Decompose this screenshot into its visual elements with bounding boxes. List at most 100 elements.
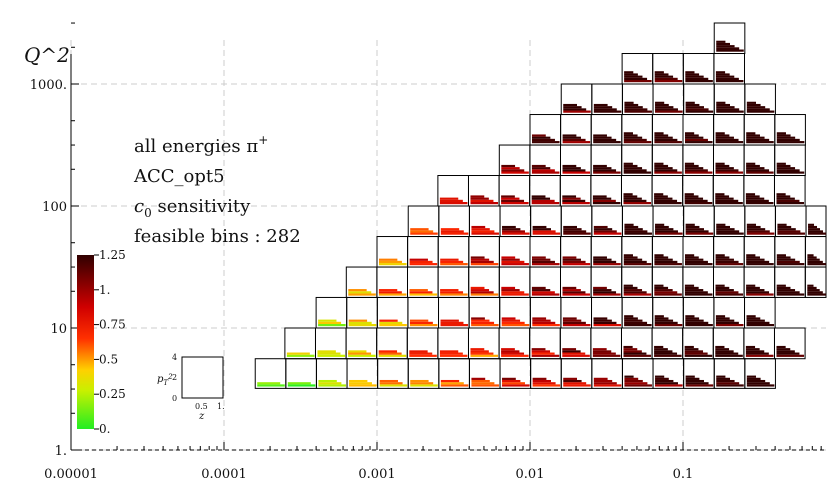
bin-patch <box>746 375 757 378</box>
bin-patch <box>623 199 647 202</box>
bin-patch <box>715 260 739 264</box>
bin-patch <box>685 228 704 231</box>
bin-patch <box>624 317 638 320</box>
bin-patch <box>593 136 612 139</box>
bin-patch <box>655 225 669 229</box>
bin-patch <box>501 324 530 327</box>
bin-patch <box>348 293 376 296</box>
bin-patch <box>440 324 469 327</box>
bin-patch <box>746 101 757 104</box>
bin-patch <box>807 293 826 296</box>
bin-patch <box>685 103 700 107</box>
bin-patch <box>655 377 669 380</box>
inset-ytick-0: 0 <box>172 394 177 403</box>
bin-patch <box>378 352 402 355</box>
bin-patch <box>654 254 664 257</box>
bin-patch <box>470 352 494 355</box>
bin-patch <box>593 289 612 292</box>
bin-patch <box>776 197 795 200</box>
bin-patch <box>716 377 731 380</box>
bin-patch <box>409 260 433 264</box>
colorbar-tick-label-2: 0.75 <box>99 318 126 332</box>
bin-patch <box>655 110 683 113</box>
bin-patch <box>409 321 433 324</box>
bin-patch <box>379 260 402 264</box>
bin-patch <box>317 354 346 357</box>
bin-patch <box>317 350 336 353</box>
bin-patch <box>715 284 725 287</box>
bin-patch <box>531 348 546 351</box>
bin-patch <box>655 101 665 104</box>
bin-patch <box>501 289 520 292</box>
bin-patch <box>409 350 428 353</box>
bin-patch <box>684 199 708 202</box>
bin-patch <box>746 167 765 170</box>
bin-patch <box>654 289 673 292</box>
bin-patch <box>624 319 643 322</box>
bin-patch <box>746 293 774 296</box>
bin-patch <box>746 169 770 172</box>
bin-patch <box>746 103 761 107</box>
bin-patch <box>531 291 555 294</box>
bin-patch <box>746 321 770 324</box>
bin-patch <box>410 232 438 235</box>
bin-patch <box>776 162 786 165</box>
bin-patch <box>716 223 726 226</box>
bin-patch <box>409 319 429 322</box>
bin-patch <box>776 193 786 196</box>
bin-patch <box>685 77 709 80</box>
bin-patch <box>685 110 714 113</box>
bin-patch <box>807 284 814 287</box>
bin-patch <box>593 232 622 235</box>
bin-patch <box>807 256 817 259</box>
bin-patch <box>716 232 744 235</box>
bin-patch <box>715 162 725 165</box>
bin-patch <box>409 291 433 294</box>
bin-patch <box>623 132 633 135</box>
bin-patch <box>532 134 546 137</box>
bin-patch <box>348 354 376 357</box>
bin-patch <box>349 382 372 385</box>
bin-patch <box>439 197 459 200</box>
bin-patch <box>746 379 766 383</box>
bin-patch <box>654 199 678 202</box>
bin-patch <box>379 382 403 385</box>
bin-patch <box>715 263 744 266</box>
colorbar <box>77 255 94 429</box>
y-tick-label-0: 1. <box>55 444 67 459</box>
bin-patch <box>807 286 817 290</box>
bin-patch <box>716 49 744 52</box>
bin-patch <box>470 256 485 259</box>
bin-patch <box>593 258 612 261</box>
bin-patch <box>410 228 429 231</box>
bin-patch <box>715 197 734 200</box>
bin-patch <box>655 228 674 231</box>
bin-patch <box>410 382 434 385</box>
bin-patch <box>716 42 731 46</box>
bin-patch <box>562 319 582 322</box>
bin-patch <box>562 136 581 139</box>
bin-patch <box>440 382 464 385</box>
bin-patch <box>685 319 704 322</box>
bin-patch <box>807 291 823 294</box>
bin-patch <box>440 293 468 296</box>
bin-patch <box>440 260 464 264</box>
colorbar-tick-label-1: 1. <box>99 283 110 297</box>
bin-patch <box>562 197 581 200</box>
bin-patch <box>808 230 824 233</box>
bin-patch <box>746 315 756 318</box>
bin-patch <box>684 167 704 170</box>
bin-patch <box>684 202 713 205</box>
bin-patch <box>562 258 581 261</box>
bin-patch <box>624 324 652 327</box>
bin-patch <box>471 324 499 327</box>
bin-patch <box>655 223 665 226</box>
bin-patch <box>410 384 438 387</box>
bin-patch <box>348 350 367 353</box>
bin-patch <box>654 75 674 78</box>
bin-patch <box>379 263 407 266</box>
bin-patch <box>623 345 633 349</box>
bin-patch <box>715 324 744 327</box>
bin-patch <box>808 225 818 229</box>
bin-patch <box>654 348 668 351</box>
